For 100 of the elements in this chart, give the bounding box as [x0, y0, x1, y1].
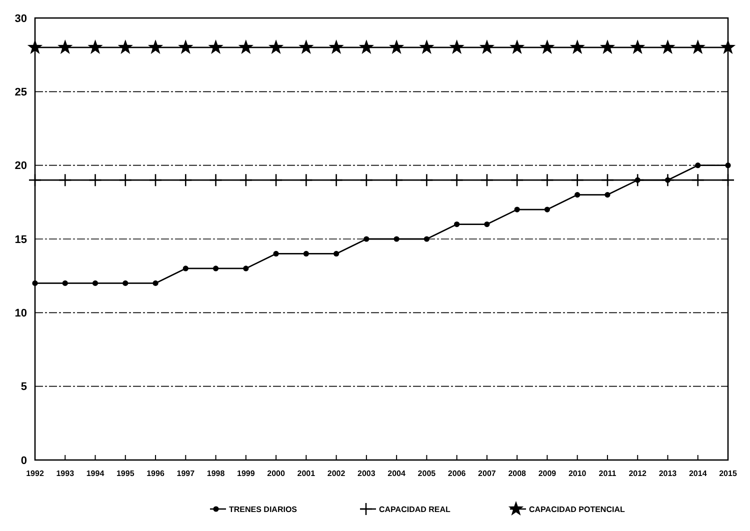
point: [32, 280, 38, 286]
point: [510, 173, 524, 187]
x-tick-label: 2013: [658, 469, 678, 478]
point: [420, 173, 434, 187]
point: [484, 221, 490, 228]
point: [540, 39, 555, 54]
y-tick-label: 20: [14, 160, 27, 172]
point: [604, 192, 610, 198]
x-tick-label: 2001: [297, 469, 316, 478]
point: [148, 39, 164, 54]
point: [27, 39, 43, 54]
point: [388, 39, 404, 54]
point: [664, 177, 671, 183]
point: [360, 173, 374, 187]
x-tick-label: 2014: [688, 469, 708, 478]
point: [574, 192, 580, 198]
point: [691, 173, 705, 187]
point: [630, 39, 646, 54]
point: [660, 39, 676, 54]
point: [394, 236, 400, 242]
point: [330, 173, 343, 187]
point: [328, 39, 344, 54]
point: [509, 39, 525, 54]
point: [268, 39, 284, 54]
point: [178, 39, 194, 54]
point: [122, 280, 128, 286]
x-tick-label: 2000: [267, 469, 286, 478]
x-tick-label: 1994: [86, 469, 105, 478]
x-tick-label: 2008: [508, 469, 527, 478]
point: [298, 39, 314, 54]
y-tick-label: 10: [14, 308, 27, 320]
point: [179, 173, 192, 187]
x-tick-label: 2005: [418, 469, 436, 478]
point: [454, 221, 460, 228]
point: [92, 280, 98, 286]
x-tick-label: 1995: [116, 469, 135, 478]
point: [449, 39, 464, 54]
y-tick-label: 15: [14, 234, 27, 246]
point: [720, 39, 736, 54]
x-tick-label: 1998: [206, 469, 226, 478]
point: [544, 206, 550, 212]
x-tick-label: 2010: [568, 469, 587, 478]
point: [182, 266, 188, 272]
point: [570, 39, 585, 54]
point: [725, 162, 731, 168]
point: [690, 39, 706, 54]
point: [450, 173, 464, 187]
point: [208, 39, 224, 54]
y-tick-label: 0: [20, 454, 27, 467]
point: [239, 173, 253, 187]
y-tick-label: 25: [14, 86, 27, 99]
point: [695, 162, 701, 168]
point: [600, 39, 616, 54]
point: [334, 250, 340, 257]
point: [212, 266, 219, 272]
point: [514, 206, 520, 212]
point: [148, 173, 162, 187]
point: [273, 250, 279, 257]
point: [390, 173, 404, 187]
point: [479, 39, 495, 54]
x-tick-label: 2012: [628, 469, 648, 478]
point: [118, 173, 132, 187]
point: [570, 173, 584, 187]
point: [58, 173, 72, 187]
point: [88, 39, 103, 54]
legend-label: CAPACIDAD REAL: [379, 504, 451, 514]
point: [721, 173, 735, 187]
x-tick-label: 2003: [358, 469, 376, 478]
point: [58, 39, 73, 54]
x-tick-label: 1997: [176, 469, 196, 478]
point: [238, 39, 254, 54]
point: [480, 173, 494, 187]
point: [269, 173, 283, 187]
point: [209, 173, 222, 187]
point: [243, 266, 249, 272]
point: [600, 173, 614, 187]
y-tick-label: 5: [20, 381, 27, 394]
point: [118, 39, 133, 54]
x-tick-label: 2004: [388, 469, 406, 478]
x-tick-label: 2002: [327, 469, 346, 478]
x-tick-label: 1996: [146, 469, 165, 478]
x-tick-label: 2007: [478, 469, 496, 478]
legend-label: TRENES DIARIOS: [229, 504, 298, 514]
y-tick-label: 30: [14, 12, 27, 25]
x-tick-label: 1992: [26, 469, 44, 478]
point: [424, 236, 430, 242]
point: [364, 236, 370, 242]
x-tick-label: 2009: [538, 469, 557, 478]
point: [419, 39, 434, 54]
point: [28, 173, 42, 187]
x-tick-label: 2011: [598, 469, 617, 478]
point: [358, 39, 374, 54]
point: [62, 280, 68, 286]
x-tick-label: 1999: [237, 469, 256, 478]
point: [88, 173, 102, 187]
x-tick-label: 2006: [448, 469, 466, 478]
legend-label: CAPACIDAD POTENCIAL: [529, 504, 625, 514]
point: [300, 173, 313, 187]
x-tick-label: 2015: [719, 469, 738, 478]
point: [152, 280, 158, 286]
